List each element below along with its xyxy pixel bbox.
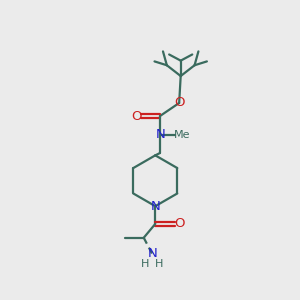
Text: N: N	[147, 248, 157, 260]
Text: O: O	[174, 97, 184, 110]
Text: Me: Me	[174, 130, 190, 140]
Text: H: H	[141, 259, 149, 269]
Text: N: N	[150, 200, 160, 213]
Text: N: N	[156, 128, 166, 141]
Text: O: O	[175, 218, 185, 230]
Text: O: O	[131, 110, 141, 123]
Text: H: H	[155, 259, 163, 269]
